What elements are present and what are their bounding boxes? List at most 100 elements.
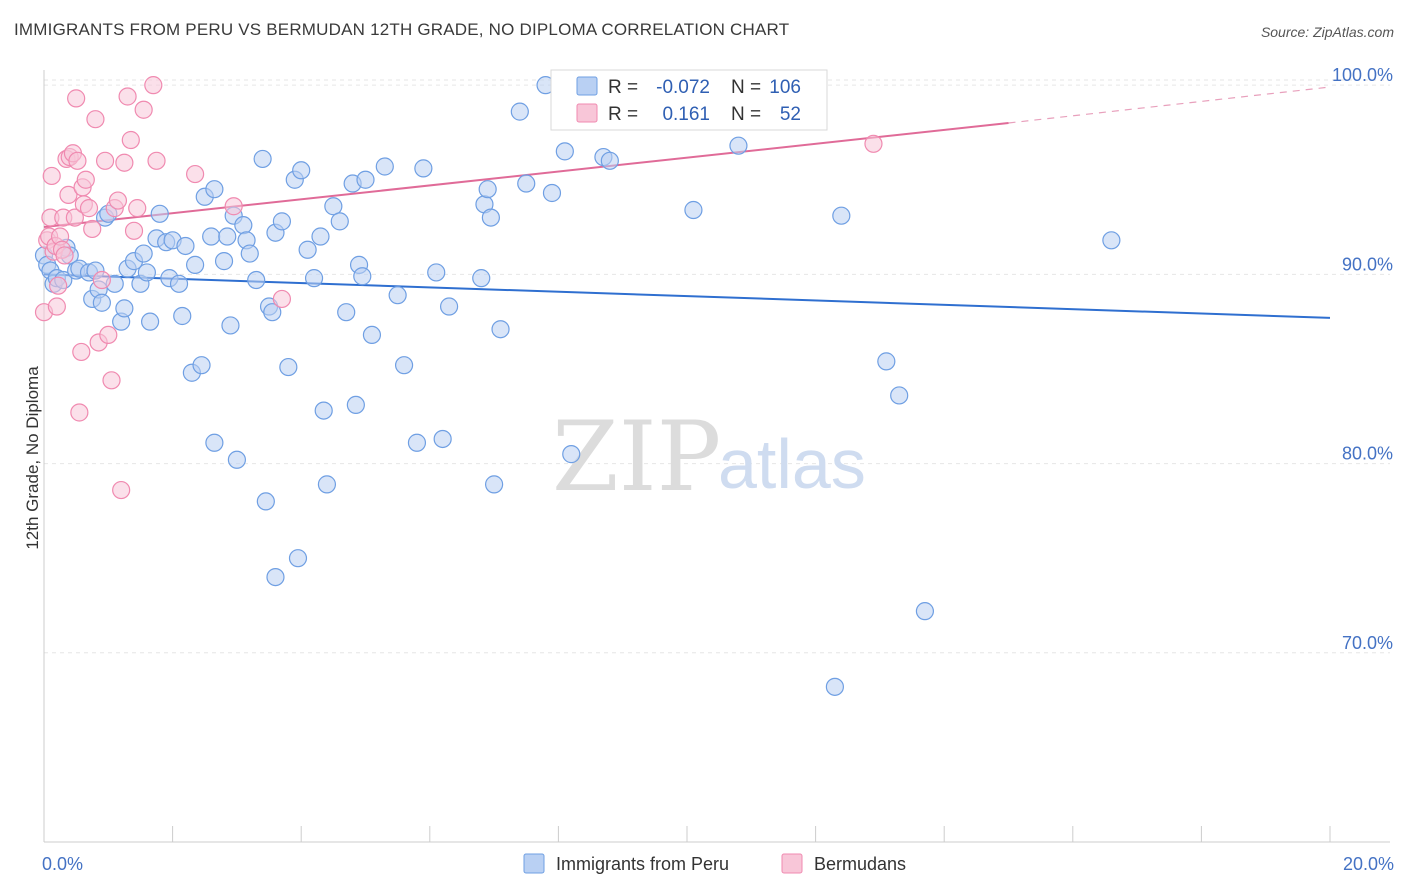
point-s1-14 bbox=[59, 185, 78, 204]
point-s0-68 bbox=[337, 303, 356, 322]
point-s0-90 bbox=[517, 174, 536, 193]
point-s1-7 bbox=[47, 297, 66, 316]
point-s0-83 bbox=[472, 269, 491, 288]
watermark-zip: ZIP bbox=[552, 401, 721, 513]
gridlines bbox=[44, 79, 1390, 654]
point-s0-79 bbox=[414, 159, 433, 178]
point-s0-31 bbox=[169, 274, 189, 293]
point-s0-60 bbox=[292, 161, 311, 180]
point-s0-25 bbox=[140, 312, 160, 331]
chart-title: IMMIGRANTS FROM PERU VS BERMUDAN 12TH GR… bbox=[14, 20, 790, 39]
point-s0-65 bbox=[317, 475, 337, 494]
point-s1-42 bbox=[144, 76, 163, 95]
legend-r-value-2: 0.161 bbox=[662, 104, 710, 125]
y-tick-label-3: 70.0% bbox=[1342, 633, 1393, 653]
y-tick-label-2: 80.0% bbox=[1342, 444, 1393, 464]
y-tick-labels: 100.0% 90.0% 80.0% 70.0% bbox=[1332, 65, 1393, 653]
point-s0-105 bbox=[1102, 231, 1121, 250]
point-s0-49 bbox=[247, 270, 266, 290]
point-s0-19 bbox=[115, 299, 134, 318]
point-s0-73 bbox=[356, 170, 375, 189]
point-s0-35 bbox=[186, 255, 205, 274]
point-s1-18 bbox=[67, 89, 86, 108]
point-s0-14 bbox=[92, 293, 111, 312]
x-tick-label-1: 20.0% bbox=[1343, 854, 1394, 874]
bottom-legend-label-bermudans: Bermudans bbox=[814, 854, 906, 874]
legend-r-label-2: R = bbox=[608, 104, 638, 125]
point-s1-17 bbox=[65, 208, 84, 227]
point-s1-30 bbox=[95, 151, 115, 170]
point-s0-82 bbox=[439, 297, 459, 316]
source-label: Source: ZipAtlas.com bbox=[1260, 24, 1394, 40]
point-s0-78 bbox=[407, 433, 427, 452]
point-s0-77 bbox=[394, 356, 414, 375]
point-s1-43 bbox=[147, 151, 166, 170]
point-s1-21 bbox=[72, 342, 91, 362]
point-s0-63 bbox=[311, 227, 330, 246]
point-s0-101 bbox=[832, 206, 851, 225]
point-s0-81 bbox=[433, 429, 452, 449]
legend-swatch-peru bbox=[576, 76, 598, 96]
point-s0-36 bbox=[192, 356, 211, 375]
legend-swatch-bermudans bbox=[576, 103, 598, 123]
point-s1-4 bbox=[42, 166, 61, 186]
point-s0-88 bbox=[491, 320, 510, 339]
point-s1-47 bbox=[864, 134, 883, 153]
point-s0-92 bbox=[542, 183, 562, 203]
legend-n-value-2: 52 bbox=[780, 104, 801, 125]
point-s1-25 bbox=[79, 199, 99, 218]
point-s0-33 bbox=[176, 236, 195, 256]
point-s1-32 bbox=[102, 371, 121, 390]
point-s0-94 bbox=[562, 445, 581, 464]
point-s1-39 bbox=[124, 221, 144, 240]
point-s0-72 bbox=[353, 267, 372, 286]
x-tick-labels: 0.0% 20.0% bbox=[42, 854, 1394, 874]
point-s0-89 bbox=[510, 102, 529, 121]
point-s1-35 bbox=[112, 480, 131, 500]
point-s0-80 bbox=[427, 263, 446, 282]
point-s0-40 bbox=[205, 433, 224, 452]
point-s0-41 bbox=[214, 252, 234, 271]
point-s0-51 bbox=[256, 492, 275, 511]
point-s0-42 bbox=[218, 227, 237, 246]
point-s0-85 bbox=[478, 180, 497, 199]
point-s1-26 bbox=[83, 219, 102, 239]
point-s0-104 bbox=[915, 602, 935, 621]
point-s0-24 bbox=[137, 263, 156, 282]
point-s1-44 bbox=[186, 164, 205, 184]
point-s1-46 bbox=[272, 289, 292, 309]
point-s1-8 bbox=[49, 276, 68, 295]
point-s0-76 bbox=[388, 286, 407, 305]
legend-n-value-1: 106 bbox=[769, 77, 801, 98]
data-points bbox=[34, 76, 1121, 696]
point-s0-32 bbox=[173, 306, 192, 326]
point-s0-103 bbox=[890, 386, 909, 405]
series-legend: Immigrants from Peru Bermudans bbox=[523, 853, 906, 874]
point-s0-38 bbox=[202, 227, 221, 246]
point-s0-102 bbox=[877, 352, 896, 371]
watermark-atlas: atlas bbox=[718, 425, 866, 503]
y-axis-title: 12th Grade, No Diploma bbox=[23, 366, 42, 550]
point-s1-34 bbox=[108, 191, 128, 210]
point-s0-45 bbox=[227, 450, 246, 469]
y-tick-label-0: 100.0% bbox=[1332, 65, 1393, 85]
point-s1-38 bbox=[121, 130, 140, 150]
y-tick-label-1: 90.0% bbox=[1342, 254, 1393, 274]
point-s0-39 bbox=[205, 180, 224, 199]
point-s1-24 bbox=[76, 170, 95, 189]
point-s0-27 bbox=[150, 204, 169, 223]
point-s0-87 bbox=[485, 475, 504, 494]
trend-line-0 bbox=[43, 273, 1331, 319]
point-s0-48 bbox=[240, 244, 259, 263]
point-s0-56 bbox=[272, 212, 292, 231]
point-s1-41 bbox=[134, 100, 153, 119]
point-s0-23 bbox=[134, 244, 153, 263]
point-s0-75 bbox=[375, 157, 394, 176]
point-s0-43 bbox=[221, 316, 240, 335]
legend-n-label-2: N = bbox=[731, 104, 761, 125]
bottom-legend-swatch-bermudans bbox=[781, 853, 803, 874]
point-s0-66 bbox=[324, 197, 343, 216]
legend-r-label-1: R = bbox=[608, 77, 638, 98]
point-s0-55 bbox=[266, 567, 285, 587]
